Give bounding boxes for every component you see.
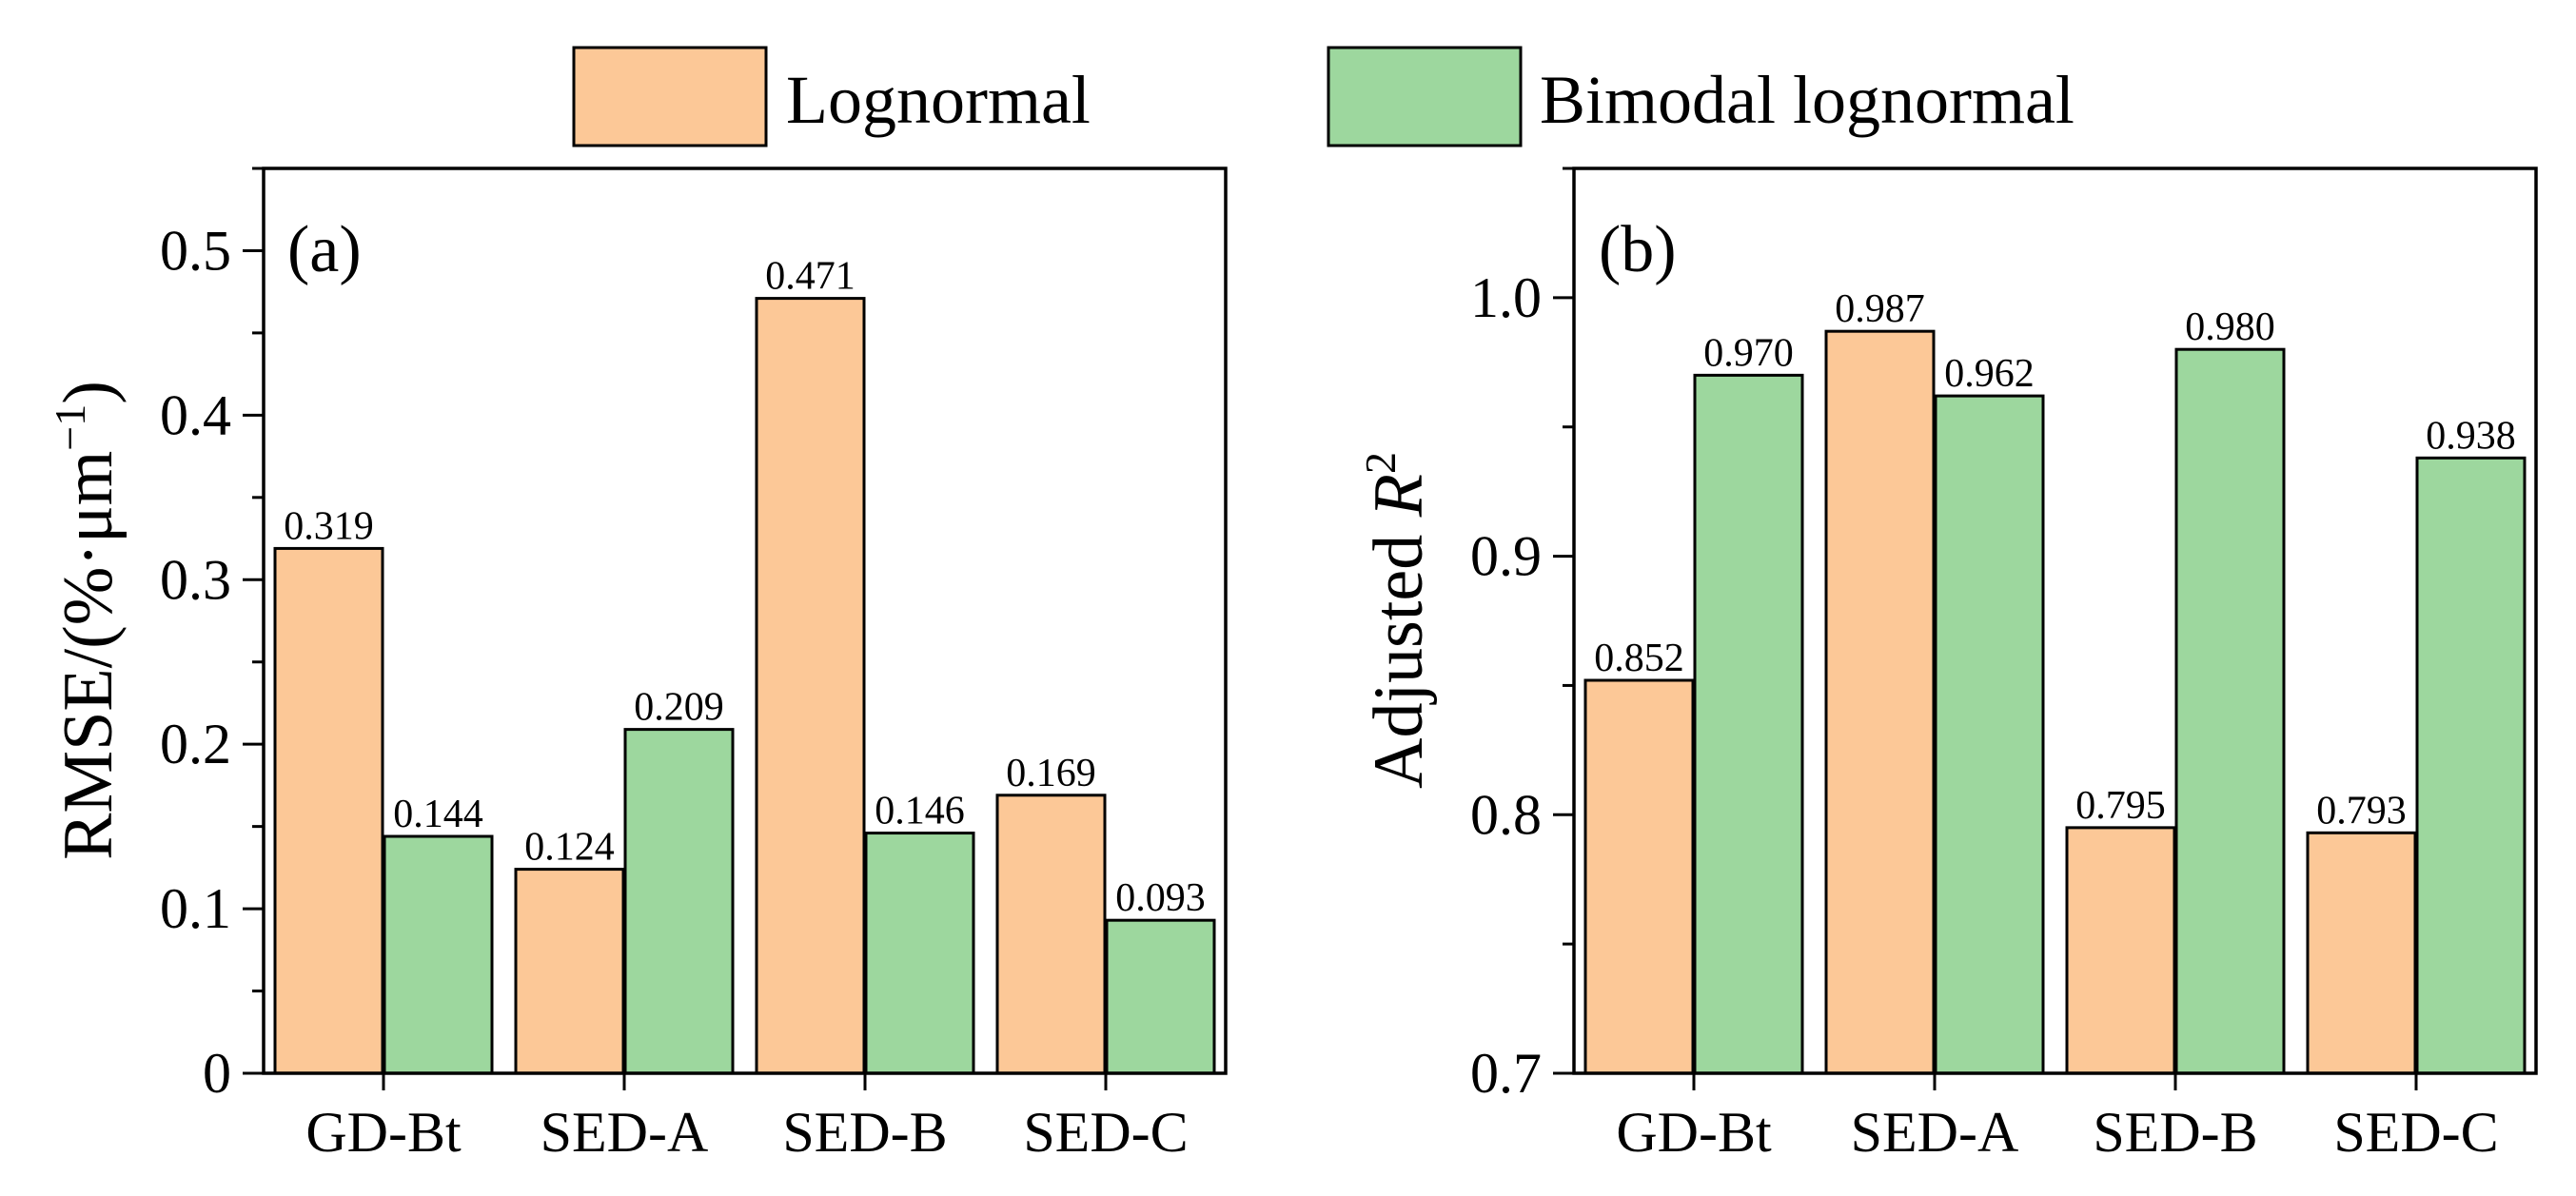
x-tick-label: SED-B (782, 1101, 947, 1164)
bar-a-sed-c-lognormal (995, 794, 1107, 1075)
y-ticks-a (243, 167, 264, 1075)
y-tick-label: 0.3 (160, 548, 231, 611)
bar-value-label: 0.980 (2185, 305, 2275, 349)
y-tick-labels-b: 0.7 0.8 0.9 1.0 (1470, 266, 1542, 1105)
bars-b (1583, 329, 2527, 1075)
x-tick-label: GD-Bt (305, 1101, 462, 1164)
y-axis-label-a-sup: −1 (46, 404, 94, 451)
bar-b-sed-c-lognormal (2306, 831, 2417, 1075)
y-tick-label: 0 (203, 1042, 231, 1105)
bar-b-sed-b-bimodal (2174, 347, 2286, 1075)
bar-b-sed-a-lognormal (1824, 329, 1936, 1075)
legend-label-bimodal: Bimodal lognormal (1540, 62, 2075, 138)
bar-value-label: 0.124 (524, 826, 615, 870)
bar-a-gd-bt-lognormal (273, 546, 384, 1075)
bar-labels-b: 0.852 0.970 0.987 0.962 0.795 0.980 0.793 0.938 (1594, 287, 2516, 833)
bar-value-label: 0.962 (1944, 352, 2035, 396)
y-tick-label: 0.2 (160, 713, 231, 775)
y-ticks-b (1553, 167, 1574, 1075)
chart-panel-b: 0.852 0.970 0.987 0.962 0.795 0.980 0.793 0.938… (1356, 167, 2538, 1164)
bar-a-sed-c-bimodal (1105, 918, 1216, 1075)
bar-a-sed-b-bimodal (864, 832, 975, 1075)
y-axis-label-b-italic: R (1360, 474, 1438, 518)
y-tick-label: 1.0 (1470, 266, 1542, 329)
bar-value-label: 0.795 (2075, 784, 2166, 828)
bar-a-gd-bt-bimodal (383, 834, 494, 1075)
panel-label-b: (b) (1599, 213, 1677, 286)
x-tick-label: SED-A (1851, 1101, 2019, 1164)
panel-label-a: (a) (287, 213, 362, 286)
bar-value-label: 0.471 (765, 255, 855, 299)
legend: Lognormal Bimodal lognormal (572, 46, 2075, 147)
plot-frame-b (1572, 167, 2538, 1075)
y-tick-label: 0.1 (160, 877, 231, 940)
y-tick-label: 0.9 (1470, 525, 1542, 588)
bar-value-label: 0.970 (1703, 331, 1794, 375)
bar-value-label: 0.987 (1835, 287, 1925, 331)
bar-b-sed-a-bimodal (1934, 394, 2045, 1075)
chart-panel-a: 0.319 0.144 0.124 0.209 0.471 0.146 0.169 0.093… (46, 167, 1228, 1164)
x-tick-label: SED-C (2333, 1101, 2498, 1164)
y-axis-label-a-text: RMSE/(%·μm (49, 451, 128, 860)
y-axis-label-b-text: Adjusted (1360, 517, 1438, 789)
bar-value-label: 0.209 (634, 686, 724, 730)
bar-value-label: 0.169 (1006, 752, 1096, 795)
y-tick-label: 0.4 (160, 383, 231, 446)
bar-a-sed-a-bimodal (623, 728, 735, 1075)
x-tick-label: SED-C (1023, 1101, 1188, 1164)
bar-value-label: 0.852 (1594, 637, 1684, 680)
y-axis-label-a: RMSE/(%·μm−1) (46, 381, 128, 860)
legend-label-lognormal: Lognormal (786, 62, 1091, 138)
bar-labels-a: 0.319 0.144 0.124 0.209 0.471 0.146 0.169 0.093 (284, 255, 1206, 921)
bar-value-label: 0.093 (1115, 876, 1206, 920)
y-axis-label-a-close: ) (49, 381, 128, 404)
bar-value-label: 0.938 (2426, 414, 2516, 458)
bar-b-sed-c-bimodal (2415, 456, 2527, 1075)
legend-swatch-lognormal (572, 46, 768, 147)
bars-a (273, 297, 1216, 1075)
x-tick-labels-a: GD-Bt SED-A SED-B SED-C (305, 1101, 1188, 1164)
bar-value-label: 0.793 (2316, 789, 2407, 833)
legend-swatch-bimodal (1327, 46, 1523, 147)
y-tick-label: 0.5 (160, 219, 231, 282)
x-ticks-b (1692, 1073, 2418, 1090)
y-tick-label: 0.8 (1470, 783, 1542, 846)
bar-a-sed-b-lognormal (755, 297, 866, 1075)
y-axis-label-b-sup: 2 (1356, 452, 1405, 474)
bar-value-label: 0.319 (284, 504, 374, 548)
bar-b-sed-b-lognormal (2065, 826, 2176, 1075)
bar-value-label: 0.144 (393, 793, 483, 836)
bar-b-gd-bt-bimodal (1693, 373, 1804, 1075)
x-tick-label: GD-Bt (1616, 1101, 1772, 1164)
bar-a-sed-a-lognormal (514, 868, 625, 1075)
x-tick-label: SED-B (2093, 1101, 2257, 1164)
x-tick-labels-b: GD-Bt SED-A SED-B SED-C (1616, 1101, 2498, 1164)
plot-frame-a (262, 167, 1228, 1075)
y-tick-label: 0.7 (1470, 1042, 1542, 1105)
x-ticks-a (382, 1073, 1108, 1090)
y-tick-labels-a: 0 0.1 0.2 0.3 0.4 0.5 (160, 219, 231, 1105)
bar-value-label: 0.146 (875, 790, 965, 833)
x-tick-label: SED-A (541, 1101, 709, 1164)
bar-b-gd-bt-lognormal (1583, 678, 1695, 1075)
y-axis-label-b: Adjusted R2 (1356, 452, 1438, 789)
